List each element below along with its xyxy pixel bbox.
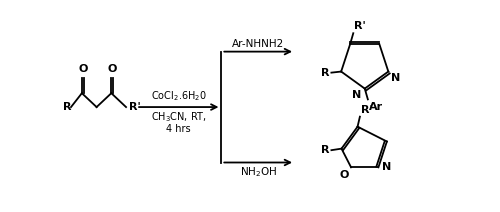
Text: N: N	[392, 73, 400, 83]
Text: N: N	[382, 162, 391, 172]
Text: Ar-NHNH2: Ar-NHNH2	[232, 39, 284, 49]
Text: R': R'	[354, 21, 366, 31]
Text: Ar: Ar	[368, 102, 383, 112]
Text: R': R'	[360, 105, 372, 115]
Text: CoCl$_2$.6H$_2$0: CoCl$_2$.6H$_2$0	[151, 89, 206, 103]
Text: N: N	[352, 90, 362, 100]
Text: R': R'	[129, 102, 141, 112]
Text: CH$_3$CN, RT,: CH$_3$CN, RT,	[150, 110, 207, 124]
Text: NH$_2$OH: NH$_2$OH	[240, 166, 277, 179]
Text: O: O	[78, 64, 88, 74]
Text: O: O	[340, 170, 349, 180]
Text: O: O	[108, 64, 117, 74]
Text: R: R	[63, 102, 72, 112]
Text: 4 hrs: 4 hrs	[166, 124, 191, 134]
Text: R: R	[322, 145, 330, 155]
Text: R: R	[322, 68, 330, 78]
